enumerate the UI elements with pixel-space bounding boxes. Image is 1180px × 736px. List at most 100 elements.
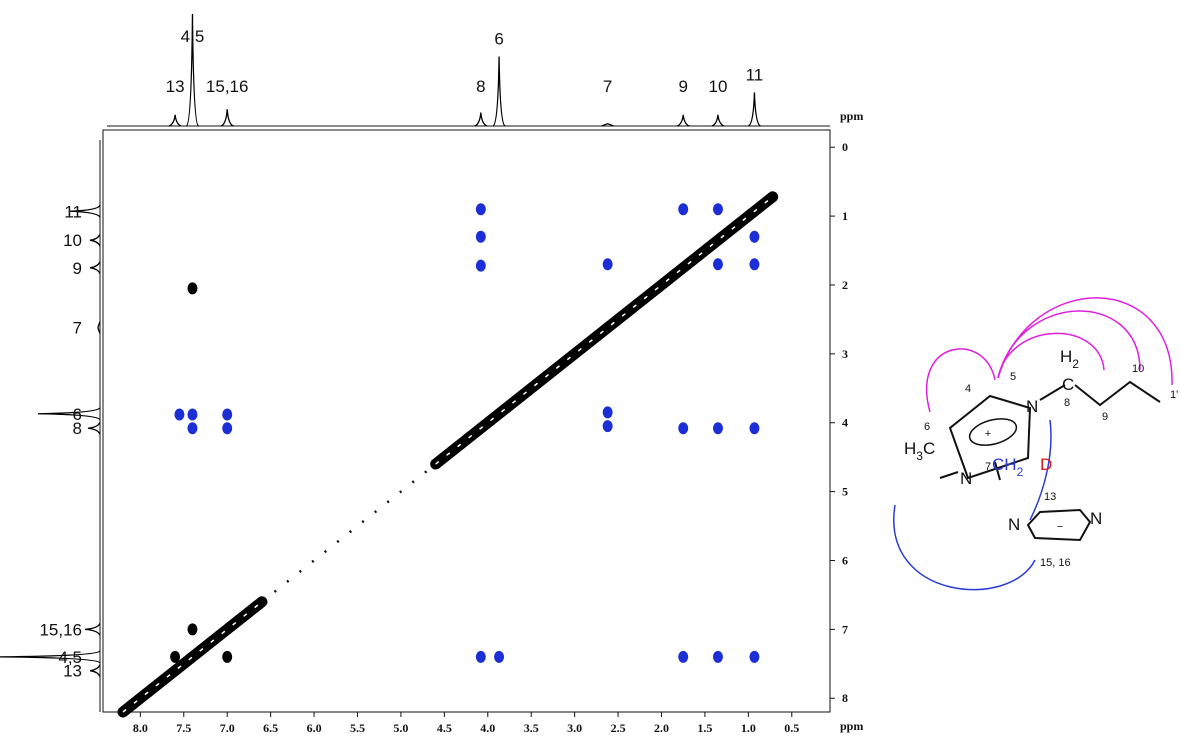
- cross-peak: [187, 282, 198, 295]
- plot-frame: [102, 129, 831, 713]
- atom-number: 8: [1064, 397, 1070, 409]
- top-peak: [220, 109, 234, 127]
- peak-label: 10: [63, 231, 82, 250]
- cross-peak: [602, 406, 613, 419]
- atom-number: 1': [1170, 389, 1178, 401]
- cross-peak: [494, 650, 505, 663]
- peak-label: 9: [678, 77, 687, 96]
- left-peak: [97, 321, 101, 334]
- atom: N: [1090, 509, 1102, 528]
- cross-peak: [749, 258, 760, 271]
- left-peak: [89, 233, 101, 247]
- y-tick-label: 1: [842, 209, 848, 223]
- peak-label: 11: [746, 65, 764, 84]
- x-tick-label: 5.5: [350, 721, 365, 735]
- x-tick-label: 4.5: [437, 721, 452, 735]
- anion-ring: [1026, 508, 1092, 542]
- atom: H2: [1060, 347, 1079, 371]
- left-peak: [0, 650, 101, 664]
- cross-peak: [187, 422, 198, 435]
- top-peak: [474, 112, 488, 127]
- y-tick-label: 7: [842, 622, 848, 636]
- y-tick-label: 4: [842, 416, 848, 430]
- x-tick-label: 8.0: [133, 721, 148, 735]
- cross-peak: [678, 422, 689, 435]
- peak-label: 7: [73, 319, 82, 338]
- y-tick-label: 8: [842, 691, 848, 705]
- top-peak: [601, 123, 614, 127]
- left-peak: [89, 261, 101, 275]
- x-tick-label: 7.5: [176, 721, 191, 735]
- y-tick-label: 3: [842, 347, 848, 361]
- left-peak: [84, 623, 101, 636]
- atom-number: 5: [1010, 371, 1016, 383]
- top-peak: [185, 13, 199, 127]
- atom: N: [1026, 397, 1038, 416]
- cross-peak: [187, 623, 198, 636]
- atom: CH2: [992, 455, 1024, 479]
- cross-peak: [712, 422, 723, 435]
- cross-peak: [187, 408, 198, 421]
- top-peak: [168, 114, 182, 127]
- x-tick-label: 7.0: [220, 721, 235, 735]
- peak-label: 8: [73, 419, 82, 438]
- atom: D: [1040, 455, 1052, 474]
- y-tick-label: 5: [842, 485, 848, 499]
- peak-label: 11: [64, 202, 82, 221]
- cross-peak: [602, 420, 613, 433]
- chain: [1039, 380, 1161, 407]
- cross-peak: [222, 650, 233, 663]
- peak-label: 6: [494, 30, 503, 49]
- peak-label: 7: [603, 77, 612, 96]
- noe-arrows: [925, 297, 1173, 413]
- peak-label: 9: [73, 259, 82, 278]
- peak-label: 8: [476, 77, 485, 96]
- cross-peak: [222, 408, 233, 421]
- x-tick-label: 1.0: [741, 721, 756, 735]
- x-axis-label: ppm: [840, 109, 863, 123]
- ring: [948, 394, 1032, 480]
- structure: H2 C 8 9 10 1' 4 5 N N 6 H3C 7 CH2 D + 1…: [893, 297, 1178, 591]
- peak-label: 4,5: [58, 648, 82, 667]
- x-tick-label: 3.0: [567, 721, 582, 735]
- peak-label: 13: [166, 77, 185, 96]
- x-tick-label: 0.5: [784, 721, 799, 735]
- atom-number: 7: [985, 461, 991, 473]
- atom-number: 4: [965, 383, 971, 395]
- left-peak: [69, 204, 101, 218]
- top-peak: [748, 92, 761, 127]
- diagonal-trace: [261, 463, 437, 603]
- diagonal: [117, 596, 268, 718]
- cross-peak: [678, 650, 689, 663]
- cross-peak: [712, 203, 723, 216]
- atom: H3C: [904, 439, 935, 463]
- noe-arrows-blue: [893, 419, 1052, 591]
- x-tick-label: 4.0: [480, 721, 495, 735]
- cross-peak: [712, 258, 723, 271]
- x-tick-label: 6.5: [263, 721, 278, 735]
- left-peak: [87, 421, 101, 435]
- atom-number: 15, 16: [1040, 557, 1071, 569]
- peak-label: 6: [73, 405, 82, 424]
- atom-number: 9: [1102, 411, 1108, 423]
- charge: −: [1057, 521, 1063, 533]
- atom-number: 13: [1044, 491, 1056, 503]
- x-tick-label: 3.5: [524, 721, 539, 735]
- ring-charge: [968, 418, 1018, 446]
- x-tick-label: 6.0: [307, 721, 322, 735]
- x-axis-label: ppm: [840, 719, 863, 733]
- cross-peak: [678, 203, 689, 216]
- cross-peak: [749, 422, 760, 435]
- cross-peak: [602, 258, 613, 271]
- charge: +: [985, 428, 991, 440]
- peak-label: 15,16: [206, 77, 249, 96]
- atom: N: [960, 469, 972, 488]
- diagonal-core: [435, 196, 774, 465]
- cross-peak: [475, 203, 486, 216]
- peak-label: 4,5: [181, 27, 205, 46]
- atom: C: [1062, 375, 1074, 394]
- cross-peak: [475, 259, 486, 272]
- atom: N: [1008, 515, 1020, 534]
- atom-number: 10: [1132, 363, 1144, 375]
